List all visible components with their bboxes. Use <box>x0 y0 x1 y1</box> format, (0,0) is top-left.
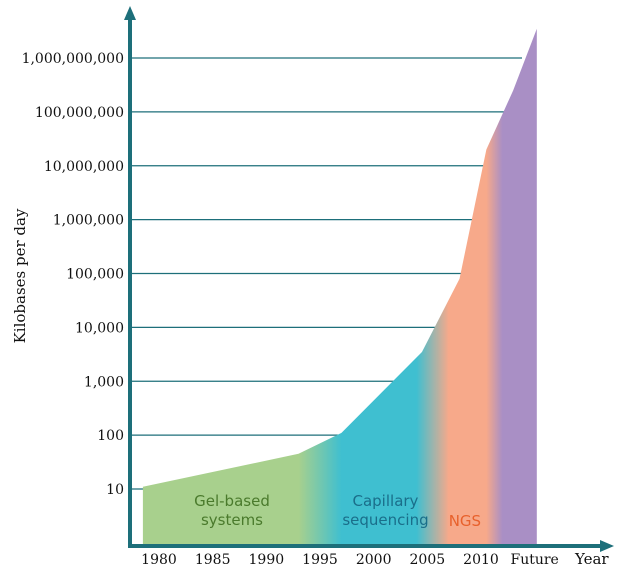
x-axis <box>128 540 614 552</box>
y-tick-label: 10,000,000 <box>44 159 124 175</box>
y-axis <box>124 6 136 546</box>
x-tick-label: 1990 <box>249 552 285 568</box>
y-tick-label: 100 <box>97 428 124 444</box>
grid-lines <box>130 57 522 490</box>
x-tick-label: 1995 <box>302 552 338 568</box>
x-tick-label: 2005 <box>410 552 446 568</box>
y-tick-label: 100,000,000 <box>35 105 124 121</box>
y-tick-label: 1,000,000,000 <box>22 51 124 67</box>
y-tick-label: 10 <box>106 482 124 498</box>
x-tick-label: 1980 <box>141 552 177 568</box>
y-axis-arrow-icon <box>124 6 136 20</box>
x-tick-label: 2000 <box>356 552 392 568</box>
era-label: Capillary sequencing <box>342 492 428 529</box>
era-label: NGS <box>449 512 481 530</box>
x-tick-label: 2010 <box>463 552 499 568</box>
throughput-area <box>142 28 537 546</box>
y-tick-label: 10,000 <box>75 320 124 336</box>
x-axis-title: Year <box>574 550 609 568</box>
era-labels: Gel-based systems Capillary sequencing NGS <box>194 492 481 530</box>
x-tick-label: 1985 <box>195 552 231 568</box>
y-tick-label: 1,000 <box>84 374 124 390</box>
x-tick-label: Future <box>510 552 558 568</box>
y-tick-label: 100,000 <box>66 267 124 283</box>
y-axis-title: Kilobases per day <box>11 208 29 343</box>
era-label: Gel-based systems <box>194 492 270 529</box>
x-tick-labels: 1980 1985 1990 1995 2000 2005 2010 Future <box>141 552 559 568</box>
y-tick-labels: 10 100 1,000 10,000 100,000 1,000,000 10,000,0… <box>22 51 124 498</box>
y-tick-label: 1,000,000 <box>53 213 124 229</box>
x-axis-arrow-icon <box>600 540 614 552</box>
